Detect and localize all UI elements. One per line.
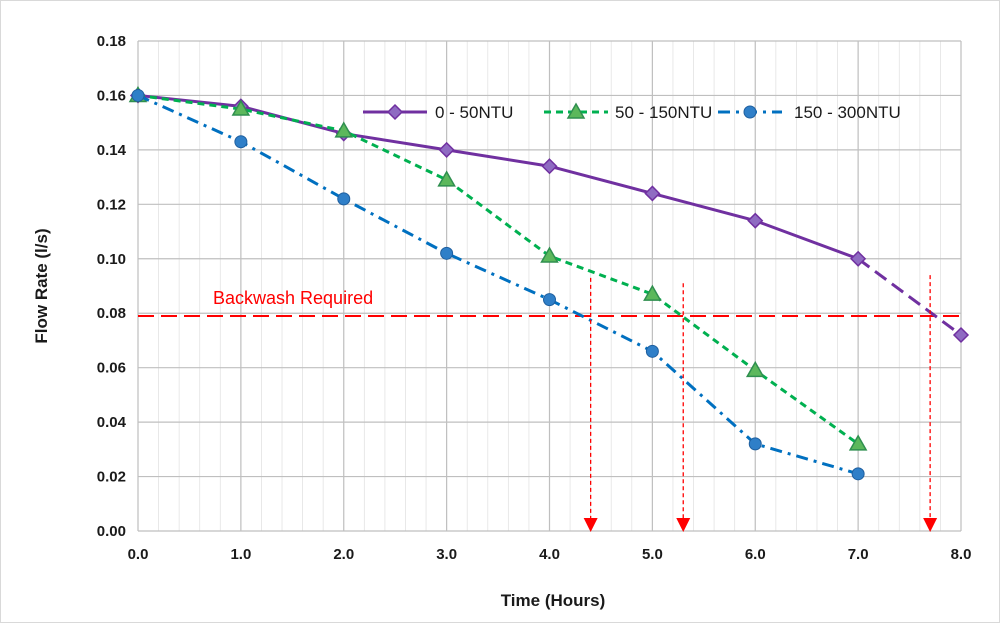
backwash-time-arrow bbox=[676, 283, 691, 532]
y-tick-label: 0.00 bbox=[97, 523, 126, 540]
y-tick-label: 0.02 bbox=[97, 469, 126, 486]
data-point-marker bbox=[747, 212, 764, 229]
series-line bbox=[137, 94, 859, 476]
data-point-marker bbox=[131, 88, 145, 102]
data-point-marker bbox=[543, 293, 556, 307]
data-point-marker bbox=[643, 284, 662, 301]
x-tick-label: 6.0 bbox=[745, 546, 766, 563]
legend-marker bbox=[386, 103, 404, 121]
data-point-marker bbox=[540, 246, 559, 263]
y-tick-label: 0.16 bbox=[97, 87, 126, 104]
backwash-time-arrow bbox=[923, 275, 938, 532]
data-point-marker bbox=[850, 250, 867, 267]
data-point-marker bbox=[334, 121, 354, 138]
arrow-head bbox=[676, 518, 691, 532]
y-tick-label: 0.12 bbox=[97, 196, 126, 213]
x-tick-label: 3.0 bbox=[436, 546, 457, 563]
data-point-marker bbox=[645, 344, 659, 358]
legend-marker bbox=[566, 102, 586, 119]
x-tick-label: 4.0 bbox=[539, 546, 560, 563]
legend-item: 0 - 50NTU bbox=[363, 103, 513, 122]
data-point-marker bbox=[848, 434, 868, 451]
data-point-marker bbox=[644, 185, 661, 202]
data-point-marker bbox=[745, 360, 765, 378]
y-tick-label: 0.06 bbox=[97, 360, 126, 377]
data-point-marker bbox=[440, 246, 454, 260]
data-point-marker bbox=[541, 158, 558, 175]
legend-marker bbox=[743, 105, 757, 119]
data-point-marker bbox=[437, 170, 456, 187]
x-tick-label: 8.0 bbox=[951, 546, 972, 563]
data-point-marker bbox=[231, 99, 251, 116]
series-line bbox=[137, 93, 859, 261]
arrow-head bbox=[923, 518, 938, 532]
data-point-marker bbox=[952, 326, 970, 344]
x-tick-label: 5.0 bbox=[642, 546, 663, 563]
series-layer bbox=[128, 85, 970, 481]
legend-label: 0 - 50NTU bbox=[435, 103, 513, 122]
legend-label: 150 - 300NTU bbox=[794, 103, 901, 122]
series-extrapolation-line bbox=[857, 257, 962, 337]
x-tick-label: 0.0 bbox=[128, 546, 149, 563]
legend-item: 150 - 300NTU bbox=[718, 103, 901, 122]
series-50-150ntu bbox=[128, 85, 868, 451]
y-tick-label: 0.14 bbox=[97, 142, 127, 159]
legend-label: 50 - 150NTU bbox=[615, 103, 712, 122]
data-point-marker bbox=[748, 437, 762, 451]
y-tick-label: 0.04 bbox=[97, 414, 127, 431]
arrow-head bbox=[583, 518, 598, 532]
series-150-300ntu bbox=[131, 88, 865, 481]
series-line bbox=[137, 93, 859, 446]
y-tick-label: 0.10 bbox=[97, 251, 126, 268]
data-point-marker bbox=[337, 192, 351, 206]
x-tick-label: 1.0 bbox=[230, 546, 251, 563]
data-point-marker bbox=[234, 135, 248, 149]
y-tick-label: 0.18 bbox=[97, 33, 126, 50]
x-tick-label: 2.0 bbox=[333, 546, 354, 563]
y-tick-label: 0.08 bbox=[97, 305, 126, 322]
x-axis-title: Time (Hours) bbox=[501, 591, 606, 610]
legend: 0 - 50NTU 50 - 150NTU 150 - 300NTU bbox=[363, 102, 901, 122]
tick-layer: 0.0 1.0 2.0 3.0 4.0 5.0 6.0 7.0 8.0 0.00 0.02 0.04 0… bbox=[97, 33, 972, 563]
y-axis-title: Flow Rate (l/s) bbox=[32, 228, 51, 343]
threshold-label: Backwash Required bbox=[213, 288, 373, 308]
data-point-marker bbox=[851, 467, 865, 481]
arrow-layer bbox=[583, 275, 938, 532]
legend-item: 50 - 150NTU bbox=[544, 102, 712, 122]
backwash-time-arrow bbox=[583, 277, 598, 532]
x-tick-label: 7.0 bbox=[848, 546, 869, 563]
data-point-marker bbox=[438, 141, 455, 158]
